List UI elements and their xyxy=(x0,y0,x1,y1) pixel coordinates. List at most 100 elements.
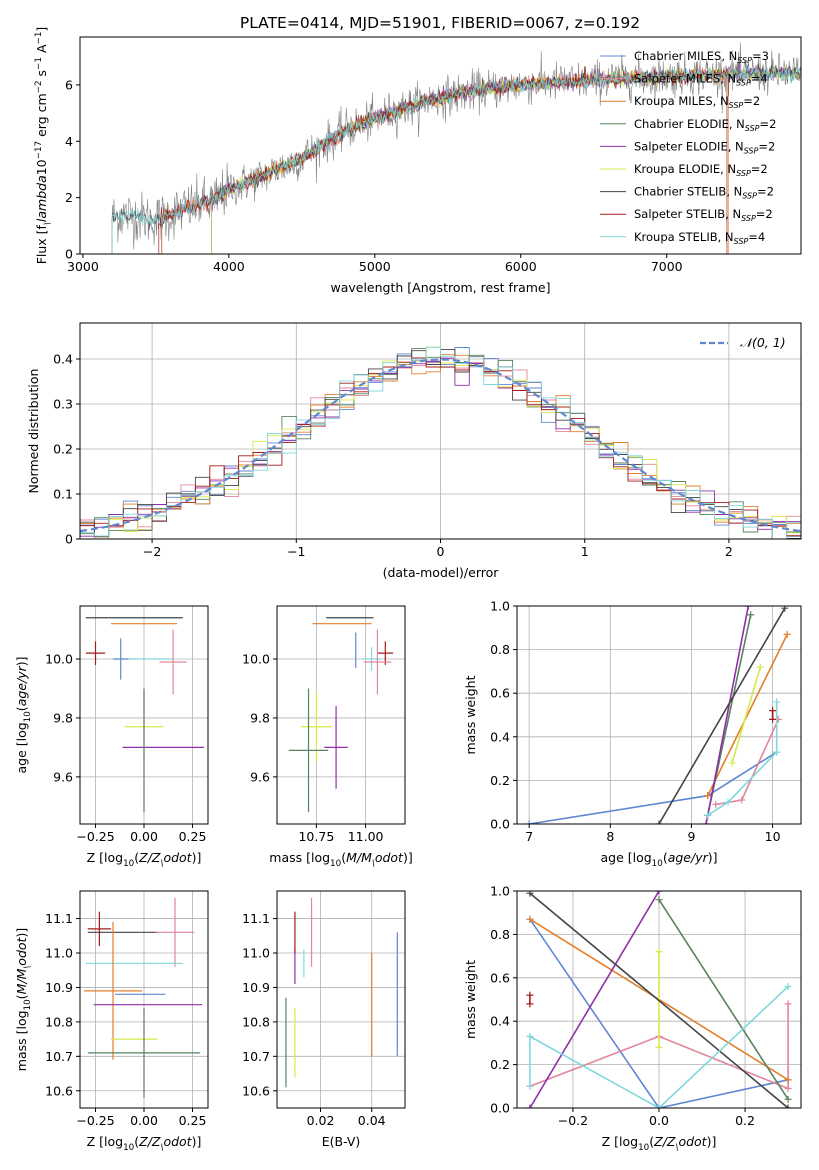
y-tick-label: 0 xyxy=(65,247,73,262)
weight-line-salpeter_miles xyxy=(529,1003,789,1090)
x-tick-label: 11.00 xyxy=(348,829,384,844)
x-tick-label: 7 xyxy=(525,829,533,844)
legend-label-chabrier_stelib: Chabrier STELIB, NSSP=2 xyxy=(634,185,774,201)
x-axis-label: age [log10​(age/yr)] xyxy=(600,850,717,869)
y-tick-label: 10.6 xyxy=(242,1083,270,1098)
x-tick-label: −0.25 xyxy=(76,1113,114,1128)
y-tick-label: 10.9 xyxy=(45,980,73,995)
x-axis-label: Z [log10​(Z/Z\​odot)] xyxy=(87,1134,202,1153)
weight-marker-kroupa_elodie xyxy=(756,663,764,671)
normal-curve xyxy=(80,358,801,533)
y-tick-label: 0.4 xyxy=(490,729,510,744)
weight-line-kroupa_stelib xyxy=(707,701,778,816)
weight-marker-chabrier_miles xyxy=(525,820,533,824)
x-tick-label: 4000 xyxy=(213,259,245,274)
weight-marker-salpeter_miles xyxy=(784,1000,792,1008)
x-tick-label: 6000 xyxy=(505,259,537,274)
weight-line-chabrier_elodie xyxy=(658,899,789,1100)
x-tick-label: 0.2 xyxy=(735,1113,755,1128)
y-tick-label: 10.0 xyxy=(242,652,270,667)
figure-title: PLATE=0414, MJD=51901, FIBERID=0067, z=0… xyxy=(240,14,640,32)
panel-mw_vs_Z: −0.2 0.0 0.2 0.0 0.2 0.4 0.6 0.8 1.0 Z [log10​(Z/… xyxy=(463,884,802,1153)
axes-frame xyxy=(276,605,406,825)
y-tick-label: 0.2 xyxy=(490,773,510,788)
plot-area xyxy=(83,897,203,1098)
weight-marker-salpeter_stelib xyxy=(526,991,534,999)
normal-legend-label: 𝒩(0, 1) xyxy=(740,335,786,350)
weight-marker-chabrier_elodie xyxy=(784,1095,792,1103)
y-tick-label: 11.1 xyxy=(45,911,73,926)
x-tick-label: 0.00 xyxy=(130,1113,158,1128)
axes-frame xyxy=(276,890,406,1109)
weight-marker-salpeter_stelib xyxy=(526,1000,534,1008)
weight-line-chabrier_stelib xyxy=(529,892,789,1108)
weight-line-kroupa_elodie xyxy=(731,666,762,764)
x-tick-label: 9 xyxy=(687,829,695,844)
x-axis-label: mass [log10​(M/M\​odot)] xyxy=(269,850,412,869)
x-tick-label: −2 xyxy=(143,544,161,559)
weight-marker-kroupa_miles xyxy=(704,792,712,800)
legend-label-salpeter_elodie: Salpeter ELODIE, NSSP=2 xyxy=(634,139,775,155)
legend-label-chabrier_elodie: Chabrier ELODIE, NSSP=2 xyxy=(634,117,776,133)
plot-area xyxy=(526,891,792,1108)
x-tick-label: 0.0 xyxy=(649,1113,669,1128)
weight-marker-kroupa_stelib xyxy=(724,798,732,806)
x-tick-label: −0.2 xyxy=(558,1113,588,1128)
weight-marker-kroupa_stelib xyxy=(526,1032,534,1040)
model-line-kroupa_stelib xyxy=(111,66,801,254)
y-axis-label: mass weight xyxy=(463,960,478,1039)
x-tick-label: 0.04 xyxy=(358,1113,386,1128)
y-tick-label: 10.8 xyxy=(45,1014,73,1029)
weight-marker-salpeter_stelib xyxy=(769,715,777,723)
weight-marker-chabrier_stelib xyxy=(784,1104,792,1108)
y-tick-label: 2 xyxy=(65,190,73,205)
x-tick-label: 0.25 xyxy=(179,1113,207,1128)
weight-line-salpeter_elodie xyxy=(529,891,660,1108)
y-tick-label: 9.6 xyxy=(53,769,73,784)
weight-marker-salpeter_elodie xyxy=(655,891,663,895)
y-tick-label: 11.0 xyxy=(242,946,270,961)
weight-marker-kroupa_stelib xyxy=(704,811,712,819)
spectrum-legend: Chabrier MILES, NSSP=3 Salpeter MILES, NS… xyxy=(600,49,776,246)
weight-marker-kroupa_elodie xyxy=(728,759,736,767)
y-tick-label: 11.1 xyxy=(242,911,270,926)
weight-marker-salpeter_stelib xyxy=(769,707,777,715)
weight-marker-chabrier_elodie xyxy=(655,896,663,904)
weight-marker-kroupa_miles xyxy=(784,1076,792,1084)
y-tick-label: 1.0 xyxy=(490,884,510,899)
panel-residuals: −2 −1 0 1 2 0 0.1 0.2 0.3 0.4 (data-model)/error No… xyxy=(26,322,802,580)
x-tick-label: 10 xyxy=(765,829,781,844)
legend-label-kroupa_elodie: Kroupa ELODIE, NSSP=2 xyxy=(634,162,768,178)
y-tick-label: 10.7 xyxy=(242,1049,270,1064)
weight-marker-kroupa_stelib xyxy=(784,982,792,990)
y-tick-label: 0 xyxy=(65,532,73,547)
legend-label-kroupa_stelib: Kroupa STELIB, NSSP=4 xyxy=(634,230,765,246)
weight-line-salpeter_elodie xyxy=(705,606,750,824)
legend-label-kroupa_miles: Kroupa MILES, NSSP=2 xyxy=(634,94,760,110)
weight-marker-salpeter_elodie xyxy=(702,820,710,824)
x-tick-label: 1 xyxy=(581,544,589,559)
x-axis-label: E(B-V) xyxy=(322,1134,361,1149)
y-tick-label: 4 xyxy=(65,134,73,149)
plot-area xyxy=(111,42,801,254)
panel-mass_vs_Z: −0.25 0.00 0.25 10.6 10.7 10.8 10.9 11.0 11.1 Z [… xyxy=(14,890,209,1153)
y-tick-label: 11.0 xyxy=(45,946,73,961)
x-tick-label: 2 xyxy=(725,544,733,559)
y-tick-label: 0.6 xyxy=(490,970,510,985)
weight-marker-kroupa_elodie xyxy=(655,1043,663,1051)
plot-area xyxy=(288,617,394,813)
panel-mass_vs_ebv: 0.02 0.04 10.6 10.7 10.8 10.9 11.0 11.1 E(B-V) xyxy=(242,890,406,1149)
panel-spectrum: 3000 4000 5000 6000 7000 0 2 4 6 wavelength [Angs… xyxy=(34,27,802,295)
panel-age_vs_Z: −0.25 0.00 0.25 9.6 9.8 10.0 Z [log10​(Z/Z\​od… xyxy=(14,605,209,869)
plot-area xyxy=(85,617,205,813)
weight-line-chabrier_miles xyxy=(529,918,789,1108)
x-tick-label: 8 xyxy=(606,829,614,844)
weight-marker-salpeter_miles xyxy=(784,1084,792,1092)
y-tick-label: 0.1 xyxy=(53,487,73,502)
x-tick-label: 0.02 xyxy=(307,1113,335,1128)
y-tick-label: 9.8 xyxy=(53,710,73,725)
y-axis-label: mass weight xyxy=(463,675,478,754)
x-tick-label: 0 xyxy=(437,544,445,559)
weight-marker-salpeter_elodie xyxy=(526,1104,534,1108)
y-axis-label: age [log10​(age/yr)] xyxy=(14,656,33,773)
